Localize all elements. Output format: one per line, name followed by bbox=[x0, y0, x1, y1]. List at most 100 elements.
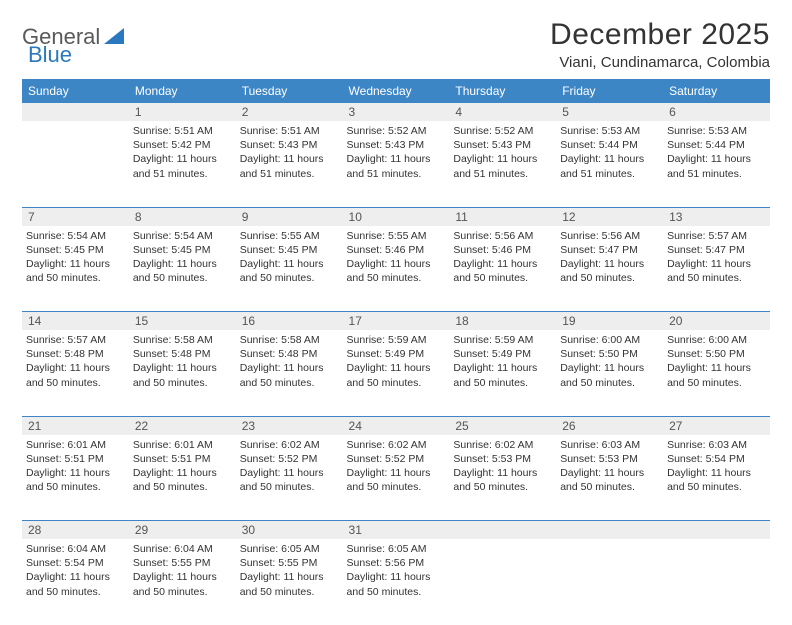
day-details: Sunrise: 5:55 AMSunset: 5:46 PMDaylight:… bbox=[347, 229, 446, 286]
daynum-row: 21222324252627 bbox=[22, 416, 770, 435]
day-cell: Sunrise: 5:52 AMSunset: 5:43 PMDaylight:… bbox=[449, 121, 556, 207]
day-cell: Sunrise: 6:04 AMSunset: 5:55 PMDaylight:… bbox=[129, 539, 236, 625]
day-number: 29 bbox=[129, 521, 236, 540]
day-number: 21 bbox=[22, 416, 129, 435]
day-details: Sunrise: 6:05 AMSunset: 5:55 PMDaylight:… bbox=[240, 542, 339, 599]
day-details: Sunrise: 6:01 AMSunset: 5:51 PMDaylight:… bbox=[26, 438, 125, 495]
day-number: 24 bbox=[343, 416, 450, 435]
day-number: 28 bbox=[22, 521, 129, 540]
brand-part2: Blue bbox=[28, 42, 72, 68]
day-cell: Sunrise: 6:05 AMSunset: 5:56 PMDaylight:… bbox=[343, 539, 450, 625]
day-number: 5 bbox=[556, 103, 663, 121]
day-details: Sunrise: 5:51 AMSunset: 5:43 PMDaylight:… bbox=[240, 124, 339, 181]
day-number: 1 bbox=[129, 103, 236, 121]
day-details: Sunrise: 5:52 AMSunset: 5:43 PMDaylight:… bbox=[347, 124, 446, 181]
day-cell: Sunrise: 5:55 AMSunset: 5:46 PMDaylight:… bbox=[343, 226, 450, 312]
day-cell bbox=[663, 539, 770, 625]
day-number: 14 bbox=[22, 312, 129, 331]
day-number: 31 bbox=[343, 521, 450, 540]
day-details: Sunrise: 5:54 AMSunset: 5:45 PMDaylight:… bbox=[133, 229, 232, 286]
day-cell: Sunrise: 5:51 AMSunset: 5:42 PMDaylight:… bbox=[129, 121, 236, 207]
day-cell: Sunrise: 5:58 AMSunset: 5:48 PMDaylight:… bbox=[236, 330, 343, 416]
day-number: 15 bbox=[129, 312, 236, 331]
day-header: Monday bbox=[129, 79, 236, 103]
day-number: 23 bbox=[236, 416, 343, 435]
day-details: Sunrise: 6:00 AMSunset: 5:50 PMDaylight:… bbox=[560, 333, 659, 390]
day-number bbox=[663, 521, 770, 540]
page-header: General December 2025 Viani, Cundinamarc… bbox=[22, 18, 770, 71]
day-header: Saturday bbox=[663, 79, 770, 103]
day-header: Friday bbox=[556, 79, 663, 103]
day-cell: Sunrise: 5:59 AMSunset: 5:49 PMDaylight:… bbox=[449, 330, 556, 416]
day-cell: Sunrise: 6:04 AMSunset: 5:54 PMDaylight:… bbox=[22, 539, 129, 625]
day-number: 30 bbox=[236, 521, 343, 540]
day-cell: Sunrise: 6:05 AMSunset: 5:55 PMDaylight:… bbox=[236, 539, 343, 625]
day-number: 6 bbox=[663, 103, 770, 121]
day-details: Sunrise: 5:59 AMSunset: 5:49 PMDaylight:… bbox=[453, 333, 552, 390]
day-cell: Sunrise: 6:02 AMSunset: 5:52 PMDaylight:… bbox=[343, 435, 450, 521]
day-number bbox=[556, 521, 663, 540]
day-number: 17 bbox=[343, 312, 450, 331]
day-details: Sunrise: 6:02 AMSunset: 5:52 PMDaylight:… bbox=[240, 438, 339, 495]
day-details: Sunrise: 6:05 AMSunset: 5:56 PMDaylight:… bbox=[347, 542, 446, 599]
day-cell: Sunrise: 6:03 AMSunset: 5:54 PMDaylight:… bbox=[663, 435, 770, 521]
day-details: Sunrise: 6:04 AMSunset: 5:55 PMDaylight:… bbox=[133, 542, 232, 599]
day-details: Sunrise: 5:57 AMSunset: 5:47 PMDaylight:… bbox=[667, 229, 766, 286]
day-cell: Sunrise: 6:01 AMSunset: 5:51 PMDaylight:… bbox=[22, 435, 129, 521]
daynum-row: 14151617181920 bbox=[22, 312, 770, 331]
day-cell: Sunrise: 5:54 AMSunset: 5:45 PMDaylight:… bbox=[22, 226, 129, 312]
day-cell: Sunrise: 6:03 AMSunset: 5:53 PMDaylight:… bbox=[556, 435, 663, 521]
day-cell: Sunrise: 5:53 AMSunset: 5:44 PMDaylight:… bbox=[663, 121, 770, 207]
day-number: 4 bbox=[449, 103, 556, 121]
day-cell: Sunrise: 6:02 AMSunset: 5:52 PMDaylight:… bbox=[236, 435, 343, 521]
day-details: Sunrise: 5:56 AMSunset: 5:46 PMDaylight:… bbox=[453, 229, 552, 286]
location-text: Viani, Cundinamarca, Colombia bbox=[550, 54, 770, 71]
daynum-row: 123456 bbox=[22, 103, 770, 121]
day-cell: Sunrise: 5:56 AMSunset: 5:46 PMDaylight:… bbox=[449, 226, 556, 312]
day-number bbox=[22, 103, 129, 121]
day-number: 12 bbox=[556, 207, 663, 226]
day-number: 3 bbox=[343, 103, 450, 121]
day-cell: Sunrise: 5:59 AMSunset: 5:49 PMDaylight:… bbox=[343, 330, 450, 416]
day-cell: Sunrise: 5:57 AMSunset: 5:48 PMDaylight:… bbox=[22, 330, 129, 416]
day-details: Sunrise: 6:03 AMSunset: 5:54 PMDaylight:… bbox=[667, 438, 766, 495]
day-cell bbox=[556, 539, 663, 625]
day-details: Sunrise: 5:59 AMSunset: 5:49 PMDaylight:… bbox=[347, 333, 446, 390]
day-details: Sunrise: 5:52 AMSunset: 5:43 PMDaylight:… bbox=[453, 124, 552, 181]
week-row: Sunrise: 6:04 AMSunset: 5:54 PMDaylight:… bbox=[22, 539, 770, 625]
day-cell: Sunrise: 6:00 AMSunset: 5:50 PMDaylight:… bbox=[556, 330, 663, 416]
day-number: 11 bbox=[449, 207, 556, 226]
day-cell: Sunrise: 6:02 AMSunset: 5:53 PMDaylight:… bbox=[449, 435, 556, 521]
day-number: 26 bbox=[556, 416, 663, 435]
day-number: 20 bbox=[663, 312, 770, 331]
day-cell: Sunrise: 6:00 AMSunset: 5:50 PMDaylight:… bbox=[663, 330, 770, 416]
day-cell: Sunrise: 5:52 AMSunset: 5:43 PMDaylight:… bbox=[343, 121, 450, 207]
day-number: 18 bbox=[449, 312, 556, 331]
daynum-row: 28293031 bbox=[22, 521, 770, 540]
day-details: Sunrise: 6:02 AMSunset: 5:52 PMDaylight:… bbox=[347, 438, 446, 495]
day-cell bbox=[449, 539, 556, 625]
day-details: Sunrise: 6:03 AMSunset: 5:53 PMDaylight:… bbox=[560, 438, 659, 495]
week-row: Sunrise: 6:01 AMSunset: 5:51 PMDaylight:… bbox=[22, 435, 770, 521]
day-details: Sunrise: 5:54 AMSunset: 5:45 PMDaylight:… bbox=[26, 229, 125, 286]
day-details: Sunrise: 6:04 AMSunset: 5:54 PMDaylight:… bbox=[26, 542, 125, 599]
day-number: 10 bbox=[343, 207, 450, 226]
week-row: Sunrise: 5:57 AMSunset: 5:48 PMDaylight:… bbox=[22, 330, 770, 416]
day-details: Sunrise: 5:57 AMSunset: 5:48 PMDaylight:… bbox=[26, 333, 125, 390]
day-details: Sunrise: 5:51 AMSunset: 5:42 PMDaylight:… bbox=[133, 124, 232, 181]
day-header: Wednesday bbox=[343, 79, 450, 103]
week-row: Sunrise: 5:51 AMSunset: 5:42 PMDaylight:… bbox=[22, 121, 770, 207]
day-header: Thursday bbox=[449, 79, 556, 103]
day-details: Sunrise: 6:02 AMSunset: 5:53 PMDaylight:… bbox=[453, 438, 552, 495]
day-header: Sunday bbox=[22, 79, 129, 103]
day-details: Sunrise: 6:00 AMSunset: 5:50 PMDaylight:… bbox=[667, 333, 766, 390]
day-cell: Sunrise: 5:55 AMSunset: 5:45 PMDaylight:… bbox=[236, 226, 343, 312]
day-cell: Sunrise: 5:53 AMSunset: 5:44 PMDaylight:… bbox=[556, 121, 663, 207]
day-details: Sunrise: 5:55 AMSunset: 5:45 PMDaylight:… bbox=[240, 229, 339, 286]
day-header-row: Sunday Monday Tuesday Wednesday Thursday… bbox=[22, 79, 770, 103]
day-details: Sunrise: 6:01 AMSunset: 5:51 PMDaylight:… bbox=[133, 438, 232, 495]
calendar-table: Sunday Monday Tuesday Wednesday Thursday… bbox=[22, 79, 770, 625]
title-block: December 2025 Viani, Cundinamarca, Colom… bbox=[550, 18, 770, 71]
day-details: Sunrise: 5:53 AMSunset: 5:44 PMDaylight:… bbox=[667, 124, 766, 181]
day-cell: Sunrise: 5:51 AMSunset: 5:43 PMDaylight:… bbox=[236, 121, 343, 207]
